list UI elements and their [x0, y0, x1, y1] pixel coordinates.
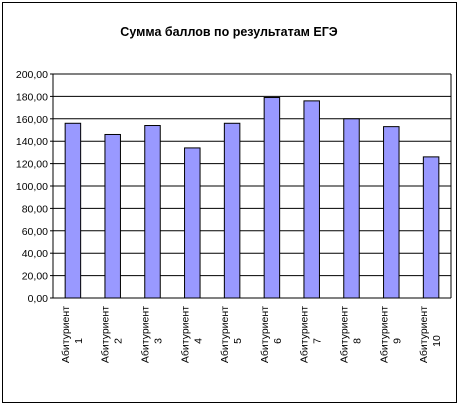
x-tick-label-line2: 3 [153, 338, 165, 344]
y-tick-label: 200,00 [16, 69, 48, 81]
x-tick-label-line1: Абитуриент [418, 306, 430, 363]
x-tick-label: Абитуриент 2 [100, 306, 125, 363]
y-tick-label: 40,00 [22, 248, 48, 260]
y-tick-label: 120,00 [16, 159, 48, 171]
y-tick-label: 160,00 [16, 114, 48, 126]
y-tick-label: 180,00 [16, 91, 48, 103]
x-tick-label: Абитуриент 8 [339, 306, 364, 363]
y-tick-label: 140,00 [16, 136, 48, 148]
y-tick-label: 80,00 [22, 203, 48, 215]
chart-title: Сумма баллов по результатам ЕГЭ [120, 25, 338, 39]
bar [303, 100, 320, 299]
x-tick-label-line1: Абитуриент [140, 306, 152, 363]
x-tick-label-line1: Абитуриент [259, 306, 271, 363]
x-tick-label-line2: 7 [312, 338, 324, 344]
x-tick-label: Абитуриент 6 [259, 306, 284, 363]
bar [223, 122, 241, 299]
bar [184, 147, 201, 299]
bars [64, 97, 440, 299]
x-tick-label: Абитуриент 7 [299, 306, 324, 363]
x-tick-label-line1: Абитуриент [339, 306, 351, 363]
x-tick-label-line2: 10 [431, 335, 443, 347]
x-tick-label: Абитуриент 4 [179, 306, 204, 363]
x-tick-label-line1: Абитуриент [219, 306, 231, 363]
bar [343, 118, 360, 299]
x-tick-label: Абитуриент 10 [418, 306, 443, 363]
y-tick-labels: 0,00 20,00 40,00 60,00 80,00 100,00 120,00 140,… [16, 69, 48, 305]
x-tick-label-line2: 1 [73, 338, 85, 344]
x-tick-label-line2: 2 [113, 338, 125, 344]
x-tick-label-line2: 4 [192, 338, 204, 344]
x-tick-label-line1: Абитуриент [60, 306, 72, 363]
y-tick-label: 60,00 [22, 226, 48, 238]
x-tick-label-line1: Абитуриент [378, 306, 390, 363]
x-tick-label: Абитуриент 1 [60, 306, 85, 363]
bar [263, 97, 281, 299]
x-tick-label: Абитуриент 3 [140, 306, 165, 363]
x-tick-label-line2: 5 [232, 338, 244, 344]
bar [383, 126, 400, 299]
y-tick-label: 0,00 [28, 293, 49, 305]
x-tick-label: Абитуриент 5 [219, 306, 244, 363]
x-tick-label: Абитуриент 9 [378, 306, 403, 363]
bar [144, 125, 161, 299]
y-tick-label: 100,00 [16, 181, 48, 193]
bar [64, 122, 82, 299]
x-tick-label-line2: 8 [352, 338, 364, 344]
bar [422, 156, 440, 299]
x-tick-label-line2: 6 [272, 338, 284, 344]
bar [104, 133, 121, 299]
x-tick-labels: Абитуриент 1 Абитуриент 2 Абитуриент 3 Абитури… [60, 306, 443, 363]
axes [52, 74, 452, 299]
x-tick-label-line2: 9 [391, 338, 403, 344]
x-tick-label-line1: Абитуриент [299, 306, 311, 363]
x-tick-label-line1: Абитуриент [100, 306, 112, 363]
y-tick-label: 20,00 [22, 271, 48, 283]
x-tick-label-line1: Абитуриент [179, 306, 191, 363]
